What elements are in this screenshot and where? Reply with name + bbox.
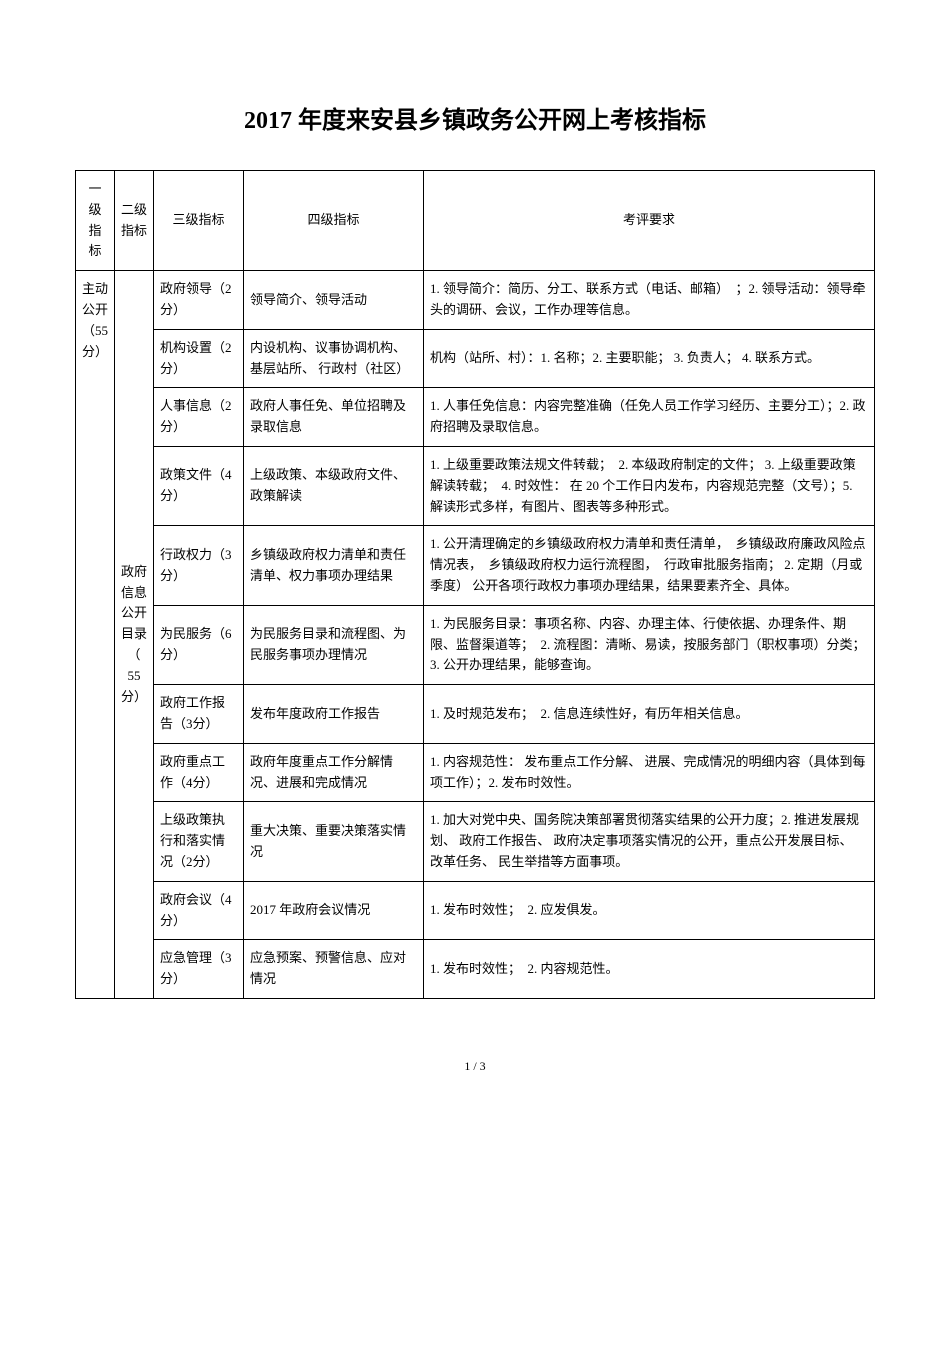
table-row: 政府工作报告（3分） 发布年度政府工作报告 1. 及时规范发布； 2. 信息连续… — [76, 685, 875, 744]
header-col3: 三级指标 — [154, 171, 244, 271]
cell-requirement: 1. 内容规范性： 发布重点工作分解、 进展、完成情况的明细内容（具体到每项工作… — [424, 743, 875, 802]
level1-cell: 主动公开（55分） — [76, 271, 115, 999]
cell-requirement: 1. 为民服务目录：事项名称、内容、办理主体、行使依据、办理条件、期限、监督渠道… — [424, 605, 875, 684]
cell-level3: 上级政策执行和落实情况（2分） — [154, 802, 244, 881]
table-row: 政策文件（4分） 上级政策、本级政府文件、政策解读 1. 上级重要政策法规文件转… — [76, 446, 875, 525]
header-col2: 二级指标 — [115, 171, 154, 271]
cell-requirement: 机构（站所、村）：1. 名称；2. 主要职能； 3. 负责人； 4. 联系方式。 — [424, 329, 875, 388]
table-row: 人事信息（2分） 政府人事任免、单位招聘及录取信息 1. 人事任免信息：内容完整… — [76, 388, 875, 447]
cell-level4: 乡镇级政府权力清单和责任清单、权力事项办理结果 — [244, 526, 424, 605]
table-header-row: 一级指标 二级指标 三级指标 四级指标 考评要求 — [76, 171, 875, 271]
cell-requirement: 1. 人事任免信息：内容完整准确（任免人员工作学习经历、主要分工）；2. 政府招… — [424, 388, 875, 447]
cell-level4: 内设机构、议事协调机构、基层站所、 行政村（社区） — [244, 329, 424, 388]
cell-level4: 发布年度政府工作报告 — [244, 685, 424, 744]
table-row: 上级政策执行和落实情况（2分） 重大决策、重要决策落实情况 1. 加大对党中央、… — [76, 802, 875, 881]
cell-level3: 政府会议（4分） — [154, 881, 244, 940]
cell-level4: 为民服务目录和流程图、为民服务事项办理情况 — [244, 605, 424, 684]
page-number: 1 / 3 — [75, 1059, 875, 1074]
cell-level4: 应急预案、预警信息、应对情况 — [244, 940, 424, 999]
cell-level3: 为民服务（6分） — [154, 605, 244, 684]
cell-level3: 机构设置（2分） — [154, 329, 244, 388]
table-row: 主动公开（55分） 政府信息公开目录（ 55分） 政府领导（2分） 领导简介、领… — [76, 271, 875, 330]
cell-level4: 政府年度重点工作分解情况、进展和完成情况 — [244, 743, 424, 802]
page-title: 2017 年度来安县乡镇政务公开网上考核指标 — [75, 100, 875, 135]
header-col4: 四级指标 — [244, 171, 424, 271]
cell-level3: 政策文件（4分） — [154, 446, 244, 525]
cell-requirement: 1. 及时规范发布； 2. 信息连续性好，有历年相关信息。 — [424, 685, 875, 744]
cell-requirement: 1. 公开清理确定的乡镇级政府权力清单和责任清单， 乡镇级政府廉政风险点情况表，… — [424, 526, 875, 605]
header-col5: 考评要求 — [424, 171, 875, 271]
cell-level4: 上级政策、本级政府文件、政策解读 — [244, 446, 424, 525]
table-row: 政府重点工作（4分） 政府年度重点工作分解情况、进展和完成情况 1. 内容规范性… — [76, 743, 875, 802]
table-row: 应急管理（3分） 应急预案、预警信息、应对情况 1. 发布时效性； 2. 内容规… — [76, 940, 875, 999]
cell-requirement: 1. 上级重要政策法规文件转载； 2. 本级政府制定的文件； 3. 上级重要政策… — [424, 446, 875, 525]
cell-requirement: 1. 领导简介：简历、分工、联系方式（电话、邮箱） ；2. 领导活动：领导牵头的… — [424, 271, 875, 330]
cell-level3: 应急管理（3分） — [154, 940, 244, 999]
level2-cell: 政府信息公开目录（ 55分） — [115, 271, 154, 999]
cell-level3: 政府工作报告（3分） — [154, 685, 244, 744]
table-row: 行政权力（3分） 乡镇级政府权力清单和责任清单、权力事项办理结果 1. 公开清理… — [76, 526, 875, 605]
table-row: 机构设置（2分） 内设机构、议事协调机构、基层站所、 行政村（社区） 机构（站所… — [76, 329, 875, 388]
cell-level3: 政府重点工作（4分） — [154, 743, 244, 802]
cell-requirement: 1. 发布时效性； 2. 应发俱发。 — [424, 881, 875, 940]
table-row: 政府会议（4分） 2017 年政府会议情况 1. 发布时效性； 2. 应发俱发。 — [76, 881, 875, 940]
cell-level4: 2017 年政府会议情况 — [244, 881, 424, 940]
indicators-table: 一级指标 二级指标 三级指标 四级指标 考评要求 主动公开（55分） 政府信息公… — [75, 170, 875, 999]
cell-level3: 行政权力（3分） — [154, 526, 244, 605]
cell-requirement: 1. 加大对党中央、国务院决策部署贯彻落实结果的公开力度；2. 推进发展规划、 … — [424, 802, 875, 881]
header-col1: 一级指标 — [76, 171, 115, 271]
cell-level3: 人事信息（2分） — [154, 388, 244, 447]
cell-level3: 政府领导（2分） — [154, 271, 244, 330]
cell-level4: 领导简介、领导活动 — [244, 271, 424, 330]
cell-level4: 重大决策、重要决策落实情况 — [244, 802, 424, 881]
cell-requirement: 1. 发布时效性； 2. 内容规范性。 — [424, 940, 875, 999]
cell-level4: 政府人事任免、单位招聘及录取信息 — [244, 388, 424, 447]
table-row: 为民服务（6分） 为民服务目录和流程图、为民服务事项办理情况 1. 为民服务目录… — [76, 605, 875, 684]
